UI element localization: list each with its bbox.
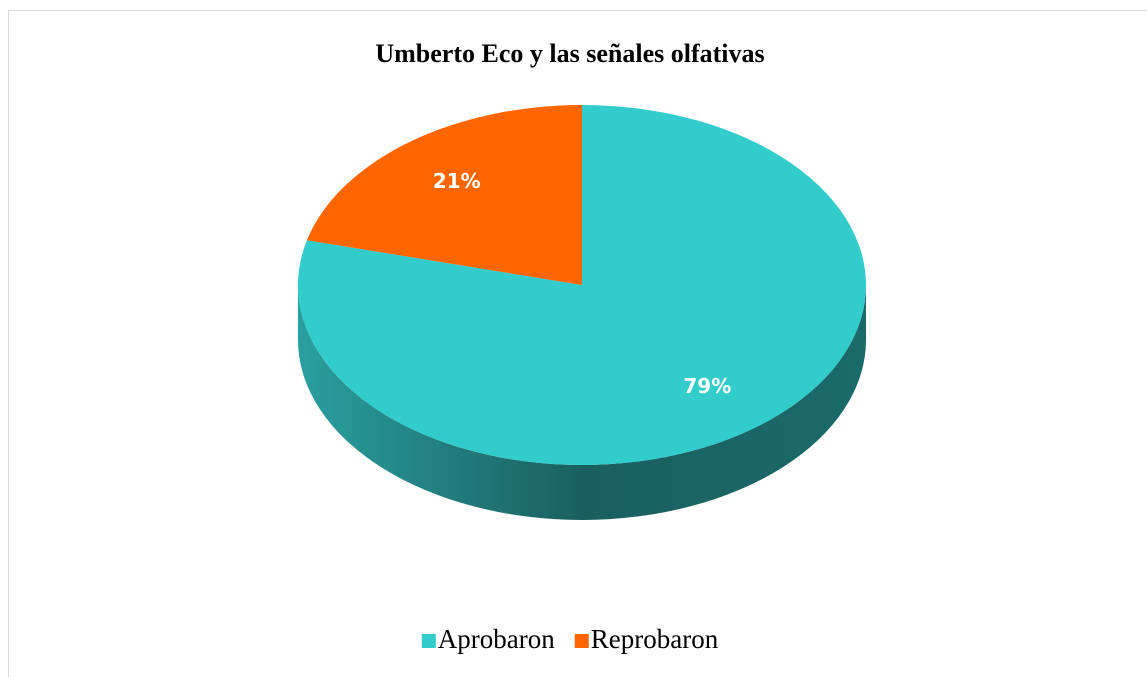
legend-swatch bbox=[421, 634, 436, 648]
data-label: 79% bbox=[683, 374, 731, 398]
chart-title: Umberto Eco y las señales olfativas bbox=[375, 39, 764, 68]
chart-border bbox=[8, 10, 1147, 677]
legend-label: Reprobaron bbox=[591, 624, 719, 654]
data-label: 21% bbox=[433, 169, 481, 193]
legend-label: Aprobaron bbox=[438, 624, 555, 654]
pie-slice bbox=[306, 105, 582, 285]
legend-swatch bbox=[574, 634, 589, 648]
slice-side bbox=[298, 285, 866, 520]
